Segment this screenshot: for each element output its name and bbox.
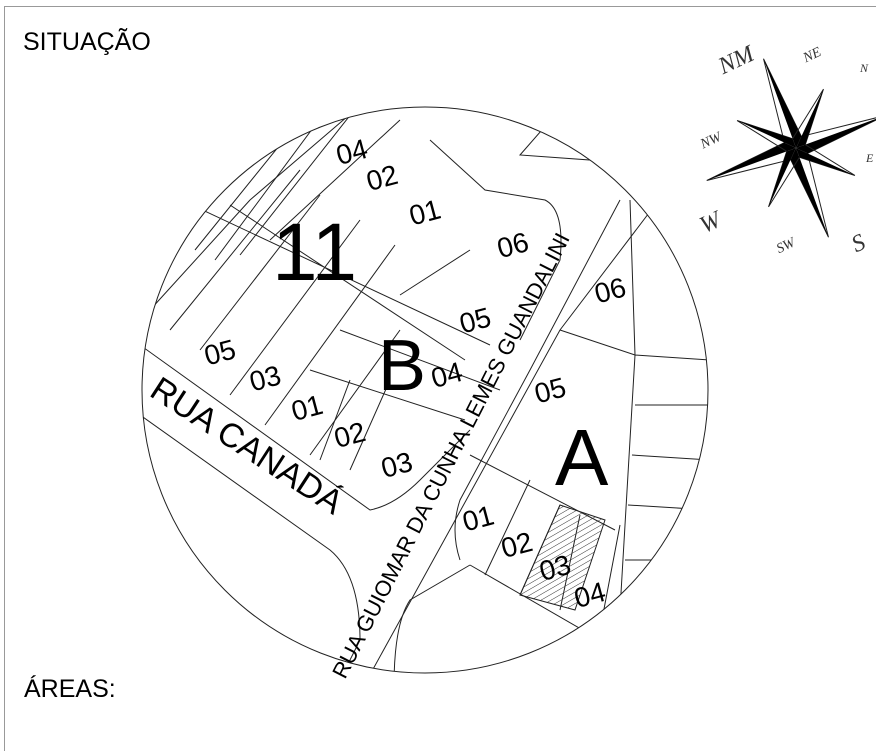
lot-line [194, 107, 401, 261]
lot-label: 04 [571, 576, 609, 614]
compass-rose: NM NE NW W SW S E N [696, 40, 876, 258]
plan-linework [142, 107, 708, 673]
lot-line [625, 404, 708, 561]
lot-line [559, 199, 708, 611]
lot-label: 02 [498, 526, 536, 564]
lot-label: 01 [288, 389, 326, 427]
lot-label: 02 [331, 416, 369, 454]
areas-label: ÁREAS: [24, 675, 116, 703]
compass-e-label: E [865, 151, 874, 165]
lot-label: 06 [494, 226, 532, 264]
street-edge [142, 344, 471, 511]
compass-w-label: W [696, 206, 727, 239]
compass-n-label: N [859, 61, 869, 75]
street-edge [142, 414, 361, 673]
block-label-a: A [555, 413, 609, 502]
locator-circle [141, 106, 709, 674]
lot-line [149, 109, 356, 311]
compass-nw-label: NW [697, 129, 724, 152]
street-name-guiomar: RUA GUIOMAR DA CUNHA LEMES GUANDALINI [327, 229, 575, 683]
compass-sw-label: SW [774, 235, 798, 257]
lot-label: 05 [531, 371, 569, 409]
compass-nm-label: NM [714, 40, 760, 80]
lot-label: 02 [363, 159, 401, 197]
lot-label: 04 [333, 133, 371, 171]
lot-label: 06 [591, 271, 629, 309]
lot-line [159, 189, 501, 421]
lot-label: 03 [246, 359, 284, 397]
block-label-b: B [378, 326, 426, 406]
lot-label: 05 [456, 301, 494, 339]
drawing-frame [4, 6, 876, 751]
lot-label: 05 [201, 333, 239, 371]
lot-line [169, 169, 401, 456]
compass-ne-label: NE [800, 45, 824, 67]
lot-label: 01 [459, 499, 497, 537]
highlighted-lot-03-hatch [519, 504, 606, 611]
lot-label: 01 [406, 193, 444, 231]
street-edge [393, 564, 471, 673]
compass-s-label: S [848, 229, 870, 258]
street-edge [454, 199, 621, 561]
lot-label: 03 [378, 446, 416, 484]
page-title: SITUAÇÃO [23, 28, 151, 56]
lot-line [319, 139, 562, 471]
lot-label: 04 [428, 356, 466, 394]
block-label-11: 11 [272, 207, 357, 298]
